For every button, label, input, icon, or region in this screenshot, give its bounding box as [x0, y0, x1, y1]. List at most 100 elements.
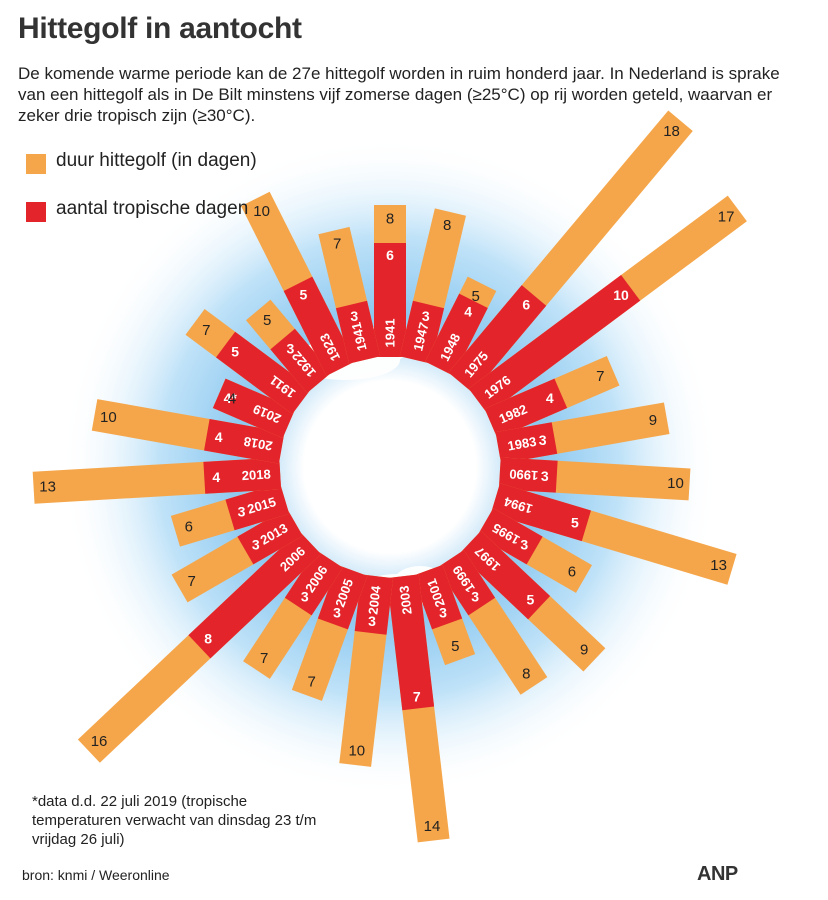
duration-value-label: 9: [649, 412, 657, 429]
tropical-bar: [284, 550, 343, 616]
bar-2013: [171, 508, 303, 603]
tropical-value-label: 3: [471, 589, 479, 605]
tropical-bar: [490, 483, 591, 542]
bar-2018: [32, 457, 282, 504]
tropical-bar: [459, 530, 551, 620]
bar-2015: [170, 483, 290, 547]
bar-2006: [77, 530, 321, 763]
duration-value-label: 4: [228, 390, 236, 407]
bar-2019: [212, 378, 296, 439]
tropical-value-label: 5: [571, 514, 579, 530]
tropical-value-label: 4: [546, 390, 554, 406]
duration-value-label: 10: [253, 203, 270, 220]
duration-value-label: 7: [260, 650, 268, 667]
tropical-value-label: 4*: [224, 390, 238, 406]
legend-duration-swatch: [26, 154, 46, 174]
tropical-value-label: 7: [413, 688, 421, 704]
bar-2003: [386, 574, 450, 843]
tropical-bar: [425, 293, 488, 376]
tropical-bar: [203, 457, 282, 494]
bar-2004: [339, 574, 394, 767]
tropical-value-label: 3: [368, 613, 376, 629]
tropical-bar: [225, 483, 290, 531]
tropical-bar: [448, 285, 547, 394]
duration-value-label: 8: [522, 666, 530, 683]
tropical-bar: [386, 574, 435, 711]
duration-value-label: 7: [308, 674, 316, 691]
bar-1990: [498, 457, 691, 501]
legend-tropical-label: aantal tropische dagen: [56, 198, 249, 219]
tropical-bar: [354, 574, 394, 635]
tropical-bar: [188, 530, 321, 659]
tropical-bar: [484, 378, 568, 439]
duration-value-label: 7: [333, 236, 341, 253]
bar-1975: [448, 110, 693, 394]
duration-value-label: 16: [91, 733, 108, 750]
year-label: 2004: [365, 584, 383, 615]
tropical-value-label: 6: [522, 297, 530, 313]
tropical-bar: [498, 457, 558, 493]
tropical-bar: [335, 300, 381, 364]
duration-value-label: 10: [667, 475, 684, 492]
year-label: 2018: [241, 466, 271, 483]
tropical-value-label: 3: [301, 589, 309, 605]
tropical-value-label: 3: [439, 605, 447, 621]
year-label: 2003: [396, 585, 414, 615]
agency-logo: ANP: [697, 863, 738, 885]
bar-1923: [241, 191, 355, 376]
tropical-value-label: 5: [231, 344, 239, 360]
bar-1976: [468, 195, 747, 415]
bar-1995: [477, 508, 592, 593]
tropical-value-label: 3: [252, 537, 260, 553]
duration-value-label: 8: [443, 217, 451, 234]
tropical-value-label: 3: [333, 605, 341, 621]
tropical-value-label: 3: [286, 340, 294, 356]
duration-value-label: 13: [710, 557, 727, 574]
duration-value-label: 13: [39, 478, 56, 495]
bar-1999: [437, 550, 548, 695]
footnote: *data d.d. 22 juli 2019 (tropische tempe…: [32, 793, 317, 848]
bar-1941: [318, 226, 381, 364]
tropical-value-label: 4: [464, 304, 472, 320]
tropical-bar: [212, 378, 296, 439]
year-label: 1941: [348, 321, 369, 353]
tropical-value-label: 3: [350, 308, 358, 324]
bar-1922: [245, 299, 332, 394]
duration-value-label: 5: [451, 638, 459, 655]
tropical-bar: [317, 564, 368, 630]
tropical-bar: [495, 422, 558, 464]
tropical-bar: [412, 564, 463, 630]
bar-1983: [495, 402, 670, 464]
duration-value-label: 6: [185, 519, 193, 536]
duration-value-label: 10: [100, 409, 117, 426]
duration-value-label: 17: [718, 208, 735, 225]
tropical-value-label: 4: [212, 469, 220, 485]
duration-value-label: 5: [263, 312, 271, 329]
year-label: 1990: [509, 466, 539, 483]
bar-2005: [291, 564, 368, 701]
duration-value-label: 7: [202, 322, 210, 339]
duration-value-label: 9: [580, 642, 588, 659]
bar-2006: [243, 550, 343, 679]
tropical-bar: [283, 276, 355, 376]
bar-1948: [425, 276, 497, 376]
tropical-value-label: 4: [215, 429, 223, 445]
year-label: 1941: [383, 319, 398, 348]
bar-2001: [412, 564, 476, 666]
duration-value-label: 7: [188, 573, 196, 590]
bar-1994: [490, 483, 737, 585]
tropical-value-label: 6: [386, 247, 394, 263]
chart-subtitle: De komende warme periode kan de 27e hitt…: [18, 64, 780, 125]
bar-1941: [374, 205, 406, 357]
tropical-bar: [477, 508, 543, 565]
tropical-value-label: 8: [204, 631, 212, 647]
tropical-bar: [437, 550, 496, 616]
tropical-value-label: 3: [422, 308, 430, 324]
tropical-value-label: 3: [238, 503, 246, 519]
tropical-bar: [237, 508, 303, 565]
chart-title: Hittegolf in aantocht: [18, 12, 302, 45]
tropical-bar: [468, 275, 641, 415]
duration-value-label: 6: [568, 564, 576, 581]
year-label: 1983: [506, 434, 537, 454]
